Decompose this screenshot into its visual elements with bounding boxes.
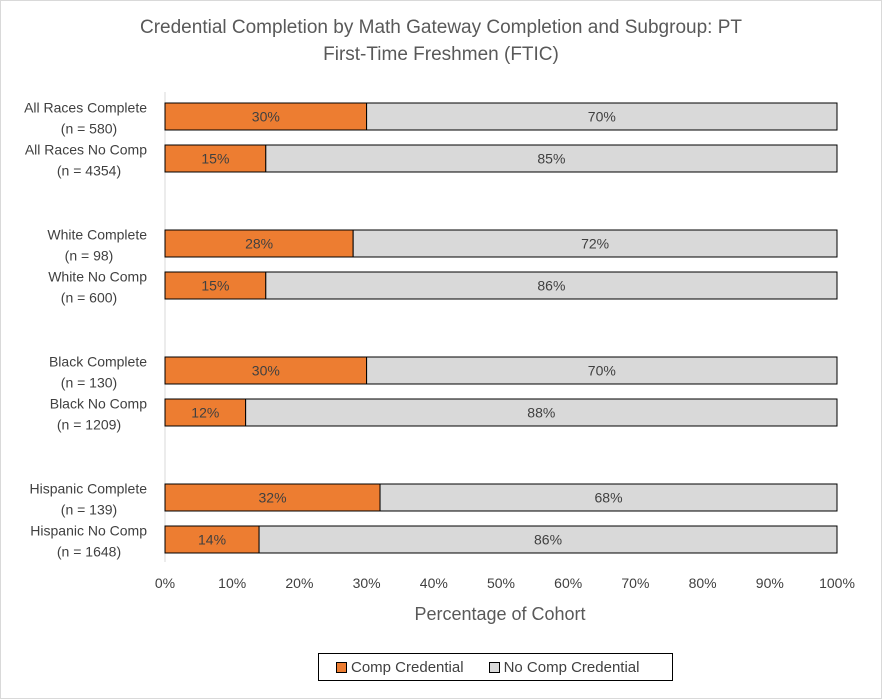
- data-label-comp-2: 28%: [245, 236, 273, 252]
- bar-no-comp-3: [265, 271, 838, 300]
- data-label-no-comp-4: 70%: [588, 363, 616, 379]
- bar-comp-1: [164, 144, 267, 173]
- legend-swatch-no-comp: [488, 661, 500, 673]
- category-n-label-3: (n = 600): [61, 290, 117, 306]
- bar-comp-7: [164, 525, 260, 554]
- category-label-3: White No Comp: [48, 269, 147, 285]
- bar-comp-3: [164, 271, 267, 300]
- bar-comp-5: [164, 398, 247, 427]
- x-tick-label: 80%: [689, 575, 717, 591]
- x-tick-label: 90%: [756, 575, 784, 591]
- x-tick-label: 40%: [420, 575, 448, 591]
- bar-no-comp-1: [265, 144, 838, 173]
- data-label-comp-1: 15%: [201, 151, 229, 167]
- category-n-label-1: (n = 4354): [57, 163, 121, 179]
- bar-no-comp-0: [366, 102, 838, 131]
- category-n-label-7: (n = 1648): [57, 544, 121, 560]
- data-label-comp-0: 30%: [252, 109, 280, 125]
- legend-swatch-comp: [336, 661, 347, 673]
- category-label-1: All Races No Comp: [25, 142, 147, 158]
- category-n-label-0: (n = 580): [61, 121, 117, 137]
- bar-comp-0: [164, 102, 368, 131]
- category-n-label-2: (n = 98): [65, 248, 114, 264]
- x-axis-label: Percentage of Cohort: [414, 604, 585, 624]
- x-tick-label: 30%: [353, 575, 381, 591]
- data-label-no-comp-3: 86%: [537, 278, 565, 294]
- legend-item-no-comp: No Comp Credential: [488, 658, 640, 676]
- x-tick-label: 70%: [621, 575, 649, 591]
- legend-label-no-comp: No Comp Credential: [503, 658, 640, 676]
- category-label-5: Black No Comp: [50, 396, 147, 412]
- x-tick-label: 20%: [285, 575, 313, 591]
- bar-no-comp-5: [245, 398, 838, 427]
- category-label-4: Black Complete: [49, 354, 147, 370]
- chart-title-line-2: First-Time Freshmen (FTIC): [323, 44, 559, 65]
- data-label-comp-3: 15%: [201, 278, 229, 294]
- data-label-no-comp-1: 85%: [537, 151, 565, 167]
- data-label-comp-5: 12%: [191, 405, 219, 421]
- category-label-2: White Complete: [47, 227, 147, 243]
- data-label-comp-7: 14%: [198, 532, 226, 548]
- x-tick-label: 60%: [554, 575, 582, 591]
- bar-no-comp-6: [379, 483, 838, 512]
- data-label-no-comp-5: 88%: [527, 405, 555, 421]
- category-label-0: All Races Complete: [24, 100, 147, 116]
- legend-label-comp: Comp Credential: [351, 658, 464, 676]
- category-n-label-4: (n = 130): [61, 375, 117, 391]
- data-label-no-comp-2: 72%: [581, 236, 609, 252]
- category-label-6: Hispanic Complete: [30, 481, 148, 497]
- bar-no-comp-7: [258, 525, 838, 554]
- x-tick-label: 0%: [155, 575, 175, 591]
- data-label-no-comp-6: 68%: [595, 490, 623, 506]
- bar-comp-2: [164, 229, 354, 258]
- data-label-comp-4: 30%: [252, 363, 280, 379]
- bar-no-comp-4: [366, 356, 838, 385]
- legend-item-comp: Comp Credential: [336, 659, 464, 676]
- x-tick-label: 10%: [218, 575, 246, 591]
- category-n-label-6: (n = 139): [61, 502, 117, 518]
- data-label-no-comp-0: 70%: [588, 109, 616, 125]
- category-label-7: Hispanic No Comp: [30, 523, 147, 539]
- data-label-comp-6: 32%: [259, 490, 287, 506]
- data-label-no-comp-7: 86%: [534, 532, 562, 548]
- legend: Comp Credential No Comp Credential: [318, 653, 673, 681]
- bar-no-comp-2: [352, 229, 838, 258]
- chart-title-line-1: Credential Completion by Math Gateway Co…: [140, 17, 742, 38]
- chart-title: Credential Completion by Math Gateway Co…: [0, 14, 882, 68]
- x-tick-label: 100%: [819, 575, 855, 591]
- x-tick-label: 50%: [487, 575, 515, 591]
- category-n-label-5: (n = 1209): [57, 417, 121, 433]
